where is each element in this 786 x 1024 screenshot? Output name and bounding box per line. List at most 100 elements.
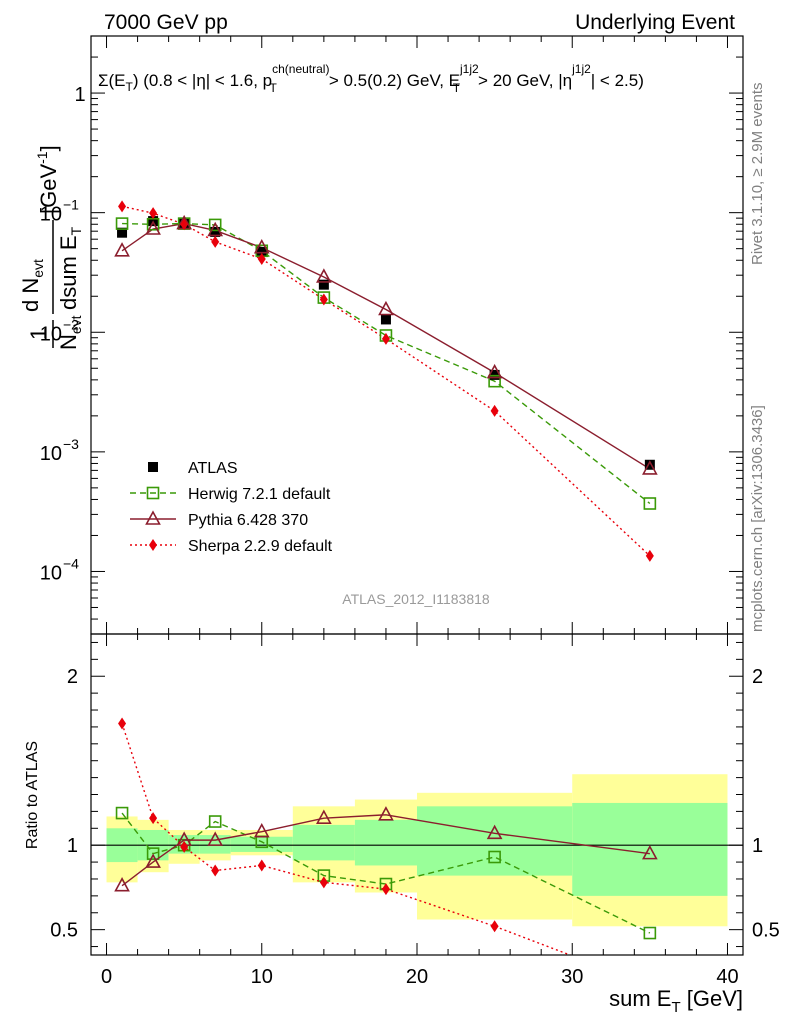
- ratio-data-point: [319, 876, 328, 889]
- main-y-tick-label: 10: [40, 443, 62, 465]
- main-panel-title: Σ(ET) (0.8 < |η| < 1.6, pch(neutral) T > 0…: [98, 62, 644, 95]
- main-data-point: [644, 459, 655, 470]
- ratio-series-line: [121, 812, 651, 934]
- x-tick-label: 30: [561, 966, 583, 988]
- legend-marker: [149, 539, 157, 551]
- main-data-point: [180, 218, 189, 231]
- band-1sigma: [417, 806, 573, 876]
- main-y-tick-exponent: −3: [63, 436, 79, 452]
- ratio-data-point: [378, 806, 394, 821]
- legend-label: Pythia 6.428 370: [188, 512, 308, 529]
- ratio-data-point: [316, 809, 332, 824]
- main-data-point: [115, 217, 129, 230]
- x-axis-label: sum ET [GeV]: [609, 986, 743, 1016]
- band-1sigma: [572, 802, 728, 896]
- main-data-point: [149, 207, 158, 220]
- main-y-tick-exponent: −1: [63, 197, 79, 213]
- main-data-point: [642, 460, 658, 475]
- svg-text:dsum ET: dsum ET: [56, 226, 84, 310]
- ratio-y-tick-label-left: 1: [67, 835, 78, 857]
- ratio-y-tick-label-left: 2: [67, 666, 78, 688]
- x-tick-label: 20: [406, 966, 428, 988]
- ratio-data-point: [146, 847, 160, 860]
- legend-label: Herwig 7.2.1 default: [188, 486, 331, 503]
- band-1sigma: [292, 824, 355, 861]
- ratio-data-point: [180, 840, 189, 853]
- ratio-series-line: [121, 723, 572, 955]
- legend: ATLAS Herwig 7.2.1 default Pythia 6.428 37…: [130, 460, 333, 555]
- ratio-uncertainty-bands: [106, 774, 728, 927]
- main-data-point: [210, 226, 221, 237]
- main-y-tick-exponent: −4: [63, 555, 79, 571]
- svg-text:d Nevt: d Nevt: [18, 259, 46, 312]
- legend-marker: [146, 486, 160, 500]
- ratio-data-point: [488, 850, 501, 864]
- ratio-y-tick-label-right: 2: [752, 666, 763, 688]
- ratio-plot-area: [91, 717, 743, 955]
- rivet-label: Rivet 3.1.10, ≥ 2.9M events: [749, 83, 766, 266]
- ratio-y-tick-label-right: 0.5: [752, 920, 780, 942]
- ratio-data-point: [115, 806, 129, 820]
- main-data-point: [318, 279, 329, 290]
- main-data-point: [490, 404, 499, 417]
- main-y-tick-label: 1: [74, 84, 85, 106]
- ratio-data-point: [642, 844, 658, 860]
- ratio-data-point: [211, 864, 220, 877]
- main-series-line: [121, 205, 651, 557]
- ratio-y-tick-label-left: 0.5: [50, 920, 78, 942]
- ratio-data-point: [145, 853, 161, 868]
- main-data-point: [488, 374, 501, 388]
- main-data-point: [257, 252, 266, 265]
- x-tick-label: 40: [716, 966, 738, 988]
- svg-text:1: 1: [26, 328, 51, 340]
- ratio-data-point: [208, 815, 222, 828]
- ratio-data-point: [257, 859, 266, 872]
- ratio-data-point: [486, 824, 503, 840]
- main-data-point: [114, 242, 130, 257]
- ratio-data-point: [381, 883, 390, 896]
- main-y-tick-exponent: −2: [63, 316, 79, 332]
- ratio-data-point: [149, 812, 158, 825]
- main-data-point: [643, 497, 657, 510]
- main-data-point: [380, 314, 391, 325]
- band-1sigma: [354, 819, 417, 866]
- mcplots-label: mcplots.cern.ch [arXiv:1306.3436]: [749, 405, 766, 632]
- main-data-point: [117, 227, 128, 238]
- ratio-series-group: [114, 717, 658, 955]
- main-plot-area: [114, 200, 658, 562]
- ratio-series-line: [121, 814, 650, 887]
- main-data-point: [211, 235, 220, 248]
- main-data-point: [381, 332, 390, 345]
- ratio-y-axis-label: Ratio to ATLAS: [24, 741, 41, 849]
- main-series-line: [121, 222, 651, 470]
- header-left: 7000 GeV pp: [104, 11, 228, 34]
- legend-label: ATLAS: [188, 460, 238, 477]
- main-data-point: [145, 220, 161, 235]
- main-y-tick-label: 10: [40, 562, 62, 584]
- ratio-data-point: [118, 717, 127, 730]
- ratio-data-point: [253, 822, 270, 838]
- header-right: Underlying Event: [575, 11, 735, 34]
- ratio-data-point: [207, 831, 224, 846]
- main-data-point: [378, 300, 394, 316]
- svg-text:[GeV-1]: [GeV-1]: [34, 145, 61, 214]
- ratio-data-point: [643, 926, 657, 940]
- main-data-point: [118, 200, 127, 213]
- main-y-axis-label: 1 Nevt d Nevt dsum ET [GeV-1]: [18, 145, 84, 350]
- main-data-point: [645, 549, 654, 562]
- main-data-point: [319, 293, 328, 306]
- ratio-data-point: [114, 877, 130, 892]
- legend-marker: [145, 510, 161, 525]
- main-y-tick-label: 10: [40, 204, 62, 226]
- main-y-tick-label: 10: [40, 323, 62, 345]
- analysis-watermark: ATLAS_2012_I1183818: [342, 591, 490, 607]
- legend-label: Sherpa 2.2.9 default: [188, 538, 333, 555]
- main-data-point: [253, 238, 270, 254]
- main-data-point: [207, 221, 224, 237]
- ratio-y-tick-label-right: 1: [752, 835, 763, 857]
- x-tick-label: 0: [101, 966, 112, 988]
- band-1sigma: [230, 836, 293, 852]
- ratio-data-point: [490, 920, 499, 933]
